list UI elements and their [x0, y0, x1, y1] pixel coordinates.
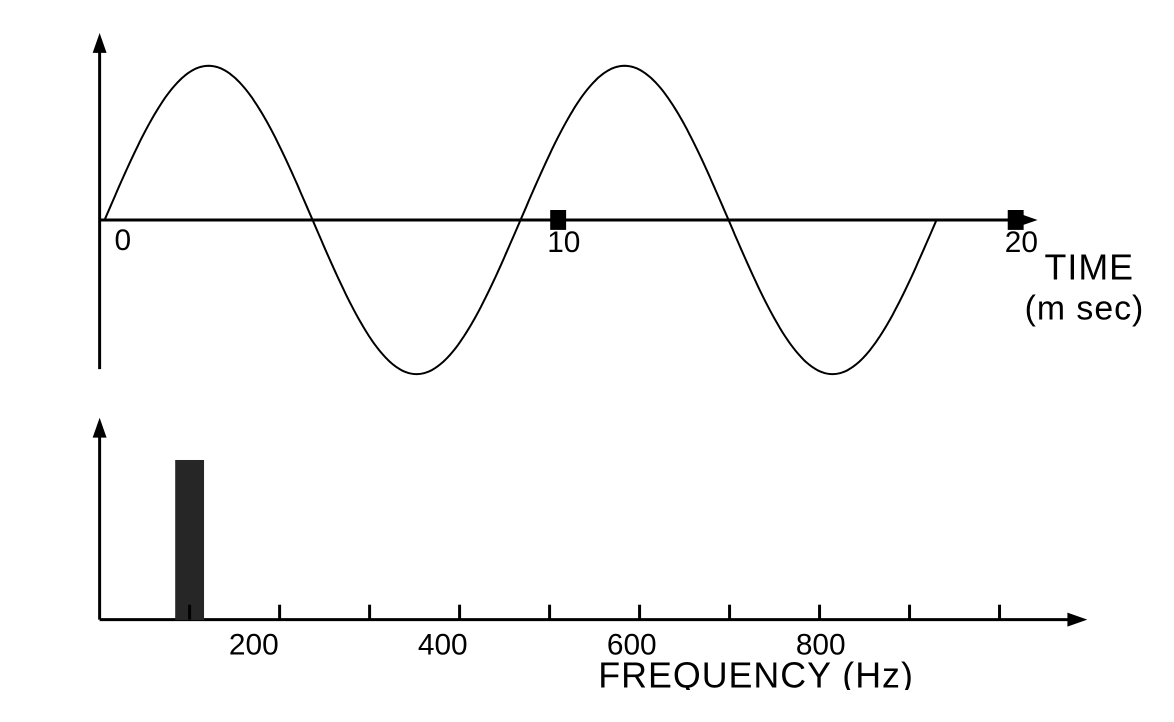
- time-y-arrow: [93, 33, 107, 53]
- freq-tick-400-label: 400: [418, 628, 468, 661]
- frequency-bar: [176, 460, 204, 619]
- charts-container: 0 10 20 TIME (m sec) 200 400 600 800: [0, 0, 1174, 722]
- freq-axis-label: FREQUENCY (Hz): [598, 655, 914, 690]
- time-tick-0-label: 0: [115, 224, 132, 257]
- time-tick-10-label: 10: [547, 226, 580, 259]
- freq-x-arrow: [1067, 613, 1087, 627]
- time-axis-label: TIME: [1045, 248, 1135, 288]
- freq-chart-svg: 200 400 600 800 FREQUENCY (Hz): [30, 410, 1144, 690]
- freq-y-arrow: [93, 418, 107, 438]
- time-domain-chart: 0 10 20 TIME (m sec): [30, 20, 1144, 400]
- frequency-domain-chart: 200 400 600 800 FREQUENCY (Hz): [30, 410, 1144, 690]
- time-axis-sublabel: (m sec): [1025, 289, 1144, 327]
- freq-tick-group: [190, 605, 1000, 620]
- freq-tick-200-label: 200: [229, 628, 279, 661]
- time-tick-20-label: 20: [1005, 226, 1038, 259]
- time-chart-svg: 0 10 20 TIME (m sec): [30, 20, 1144, 400]
